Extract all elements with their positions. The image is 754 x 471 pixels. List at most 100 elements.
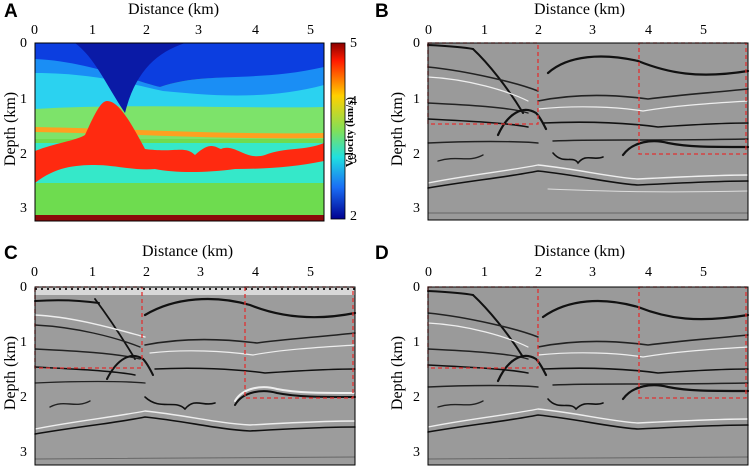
tick: 5: [350, 36, 357, 51]
reflector: [144, 332, 356, 346]
reflector: [537, 334, 749, 348]
reflector: [537, 100, 749, 112]
tick: 0: [20, 36, 27, 51]
acquisition-noise-band: [35, 287, 355, 295]
panel-c-ylabel: Depth (km): [2, 335, 19, 411]
tick: 3: [20, 201, 27, 216]
tick: 4: [350, 94, 357, 109]
reflector: [427, 66, 539, 92]
salt-top: [106, 354, 154, 380]
tick: 2: [20, 147, 27, 162]
tick: 2: [535, 23, 542, 38]
seismic-bg: [428, 43, 748, 220]
tick: 4: [645, 265, 652, 280]
seismic-image-b: [427, 42, 750, 221]
tick: 5: [700, 23, 707, 38]
highlight-box-right: [638, 42, 747, 155]
reflector: [427, 170, 749, 189]
tick: 2: [20, 390, 27, 405]
panel-a-letter: A: [4, 1, 18, 22]
reflector: [546, 55, 750, 76]
salt-top: [496, 354, 548, 383]
reflector: [427, 44, 474, 50]
salt-base: [234, 386, 356, 402]
tick: 2: [143, 265, 150, 280]
reflector: [34, 416, 356, 435]
seismic-image-c: [34, 286, 357, 466]
tick: 4: [645, 23, 652, 38]
reflector: [547, 188, 749, 193]
vel-base-layer: [35, 215, 324, 221]
reflectors: [427, 44, 750, 214]
reflector: [542, 121, 749, 128]
reflector: [552, 382, 749, 386]
tick: 1: [89, 265, 96, 280]
reflector: [143, 297, 357, 319]
panel-a-xlabel: Distance (km): [128, 1, 220, 18]
plot-frame: [427, 42, 749, 221]
reflector: [34, 456, 356, 460]
panel-c-letter: C: [4, 243, 18, 264]
tick: 1: [20, 92, 27, 107]
panel-d-letter: D: [375, 243, 389, 264]
salt-top: [496, 108, 548, 137]
panel-b-ylabel: Depth (km): [389, 91, 406, 167]
tick: 0: [31, 265, 38, 280]
reflector: [437, 400, 484, 408]
reflector: [537, 346, 749, 358]
reflector: [542, 367, 749, 374]
tick: 1: [481, 265, 488, 280]
tick: 2: [535, 265, 542, 280]
reflector: [427, 414, 749, 433]
tick: 3: [195, 23, 202, 38]
reflector: [552, 152, 604, 165]
reflector: [34, 410, 356, 430]
tick: 0: [413, 280, 420, 295]
tick: 5: [307, 23, 314, 38]
seismic-image-d: [427, 286, 750, 466]
highlight-box-right: [244, 286, 354, 399]
vel-water-trough: [75, 43, 185, 113]
highlight-box-left: [427, 286, 539, 369]
reflector: [34, 348, 141, 360]
reflectors: [427, 290, 750, 460]
tick: 2: [413, 147, 420, 162]
tick: 3: [350, 152, 357, 167]
tick: 1: [413, 335, 420, 350]
tick: 2: [143, 23, 150, 38]
panel-a-ylabel: Depth (km): [2, 91, 19, 167]
reflector: [427, 384, 539, 388]
colorbar: [330, 42, 346, 220]
colorbar-gradient: [330, 42, 346, 220]
colorbar-label: Velocity (km/s): [344, 96, 356, 168]
panel-d-ylabel: Depth (km): [389, 335, 406, 411]
tick: 1: [413, 92, 420, 107]
reflector: [34, 380, 146, 384]
tick: 5: [307, 265, 314, 280]
reflector: [472, 48, 524, 114]
panel-b-letter: B: [375, 1, 389, 22]
reflector: [427, 364, 529, 374]
velocity-model-plot: [34, 42, 325, 222]
highlight-box-right: [638, 286, 747, 399]
tick: 1: [481, 23, 488, 38]
reflector: [437, 154, 484, 162]
reflector: [34, 314, 146, 338]
highlight-box-left: [427, 42, 539, 125]
reflector: [427, 408, 749, 428]
tick: 3: [413, 445, 420, 460]
reflector: [427, 290, 474, 296]
panel-d-xlabel: Distance (km): [534, 243, 626, 260]
highlight-boxes: [34, 286, 354, 399]
reflector: [427, 322, 529, 348]
salt-base: [621, 384, 750, 401]
reflector: [547, 398, 604, 411]
tick: 3: [197, 265, 204, 280]
reflector: [427, 76, 529, 102]
reflector: [427, 456, 749, 460]
tick: 3: [589, 23, 596, 38]
reflector: [154, 367, 356, 374]
plot-frame: [34, 42, 325, 222]
highlight-boxes: [427, 42, 747, 155]
tick: 1: [20, 335, 27, 350]
